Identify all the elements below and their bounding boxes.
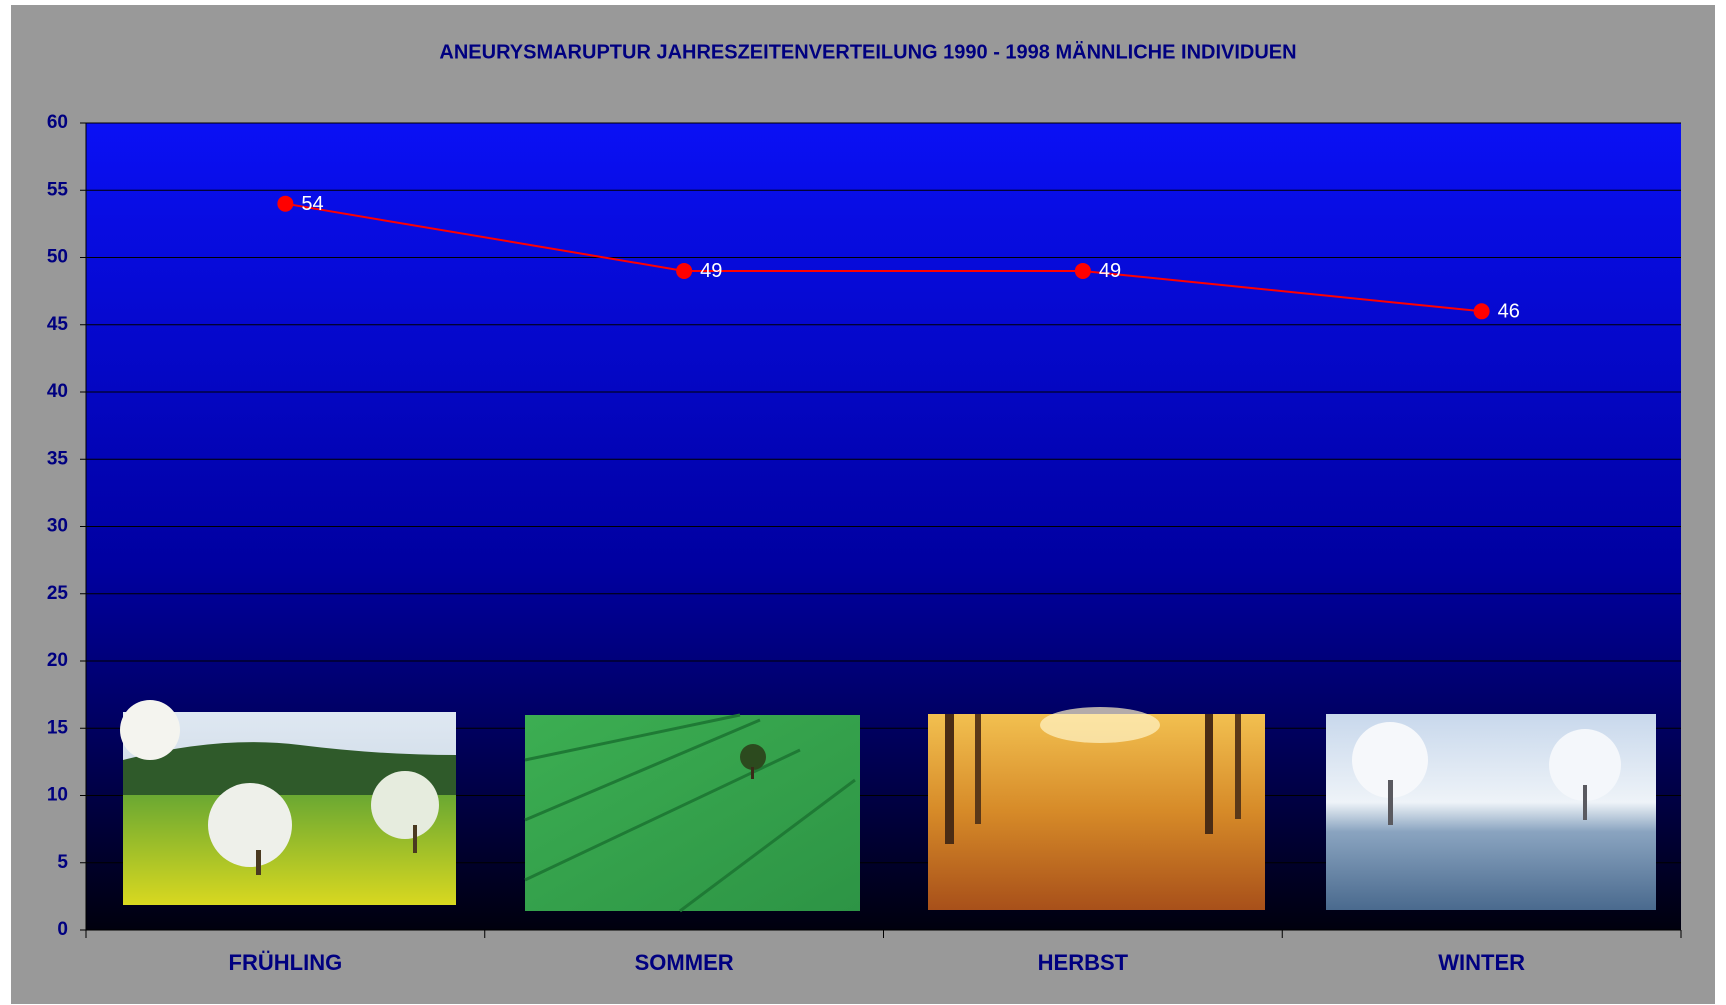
data-label: 46 [1498, 301, 1520, 323]
y-tick-label: 20 [47, 650, 68, 671]
y-tick-label: 25 [47, 583, 69, 604]
x-tick-label: FRÜHLING [229, 950, 343, 975]
data-point [277, 195, 294, 212]
autumn-photo [928, 707, 1265, 910]
chart-title: ANEURYSMARUPTUR JAHRESZEITENVERTEILUNG 1… [439, 40, 1296, 63]
data-label: 49 [1099, 260, 1121, 282]
y-tick-label: 40 [47, 381, 68, 402]
x-tick-label: HERBST [1038, 950, 1129, 975]
y-tick-label: 50 [47, 247, 68, 268]
data-line [285, 202, 1482, 313]
y-tick-label: 30 [47, 516, 68, 537]
y-tick-label: 55 [47, 179, 69, 200]
data-label: 54 [301, 193, 323, 215]
y-tick-label: 0 [57, 919, 68, 940]
y-tick-label: 15 [47, 717, 69, 738]
y-tick-label: 35 [47, 448, 69, 469]
winter-photo [1326, 714, 1656, 910]
x-tick-label: SOMMER [635, 950, 734, 975]
y-tick-label: 60 [47, 112, 68, 133]
x-tick-label: WINTER [1438, 950, 1525, 975]
summer-photo [524, 713, 860, 913]
data-point [1473, 303, 1490, 320]
data-point [1074, 262, 1091, 279]
spring-photo [120, 700, 456, 905]
season-photos [120, 700, 1656, 913]
y-tick-label: 5 [57, 852, 68, 873]
y-tick-label: 10 [47, 785, 68, 806]
data-point [676, 262, 693, 279]
y-tick-label: 45 [47, 314, 69, 335]
data-label: 49 [700, 260, 722, 282]
